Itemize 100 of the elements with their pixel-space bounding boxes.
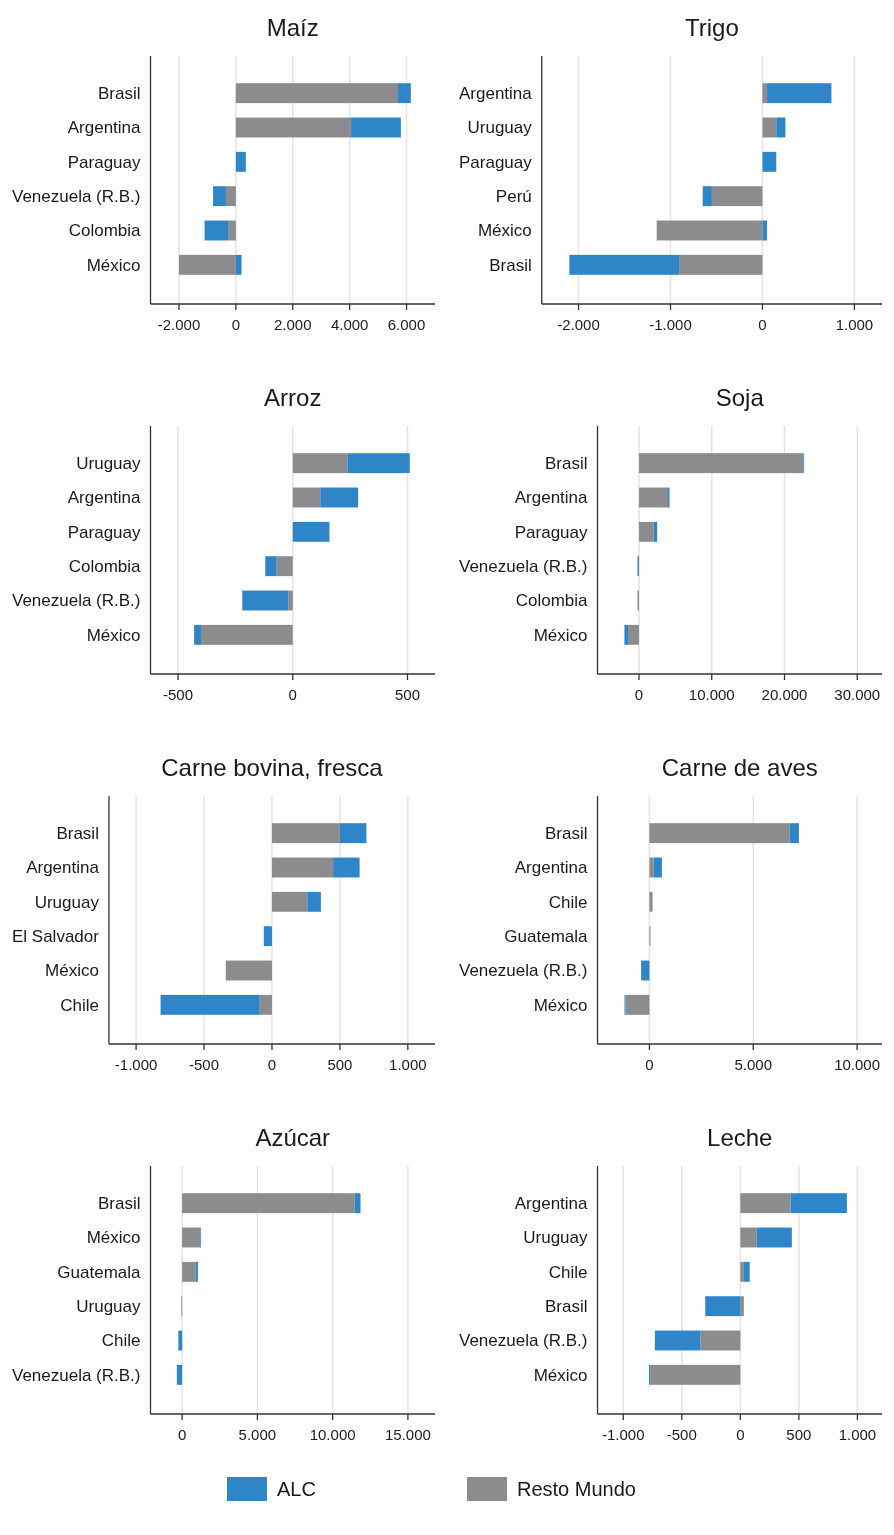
y-tick-label: Uruguay [467,118,533,138]
x-tick-label: 2.000 [273,316,312,333]
y-tick-label: Venezuela (R.B.) [12,187,141,207]
bar [225,186,236,207]
bar [711,186,763,207]
bar [213,186,226,207]
bar [271,823,340,844]
y-tick-label: Brasil [98,84,141,104]
x-tick-label: 0 [231,316,241,333]
x-tick-label: 10.000 [834,1056,881,1073]
legend-label: Resto Mundo [517,1478,636,1500]
y-tick-label: Guatemala [57,1262,142,1282]
x-tick-label: 6.000 [387,316,426,333]
y-tick-label: Paraguay [514,522,588,542]
y-tick-label: Guatemala [504,927,589,947]
chart-title: Trigo [684,14,739,41]
bar [638,521,654,542]
x-tick-label: 500 [327,1056,353,1073]
y-tick-label: Perú [495,187,532,207]
bar [228,220,236,241]
bar [653,857,662,878]
bar [789,823,799,844]
x-tick-label: 1.000 [389,1056,427,1073]
bar [638,487,669,508]
x-tick-label: 5.000 [734,1056,773,1073]
y-tick-label: Uruguay [76,1297,141,1317]
bar [762,83,768,104]
y-tick-label: México [477,221,532,241]
bar [398,83,411,104]
y-tick-label: México [533,1365,588,1385]
bar [762,151,777,172]
y-tick-label: Chile [101,1331,141,1351]
bar [767,83,832,104]
bar [176,1364,183,1385]
x-tick-label: 0 [288,686,297,703]
x-tick-label: 15.000 [384,1426,431,1443]
x-tick-label: 4.000 [330,316,369,333]
x-tick-label: -2.000 [157,316,201,333]
y-tick-label: Venezuela (R.B.) [459,557,588,577]
x-tick-label: 20.000 [761,686,808,703]
bar [354,1193,361,1214]
bar [641,960,650,981]
y-tick-label: Uruguay [34,892,100,912]
x-tick-label: -1.000 [649,316,692,333]
bar [263,926,272,947]
bar [235,254,242,275]
bar [705,1296,741,1317]
x-tick-label: 1.000 [835,316,874,333]
x-tick-label: 0 [267,1056,277,1073]
x-tick-label: 5.000 [238,1426,277,1443]
bar [700,1330,741,1351]
bar [182,1193,355,1214]
y-tick-label: Paraguay [458,152,533,172]
legend-label: ALC [277,1478,316,1500]
y-tick-label: Paraguay [67,152,141,172]
bar [569,254,680,275]
y-tick-label: Colombia [515,591,589,611]
bar [271,857,334,878]
y-tick-label: Argentina [514,488,589,508]
bar [259,994,272,1015]
bar [756,1227,792,1248]
bar [743,1261,750,1282]
bar [182,1261,196,1282]
y-tick-label: Argentina [514,858,589,878]
x-tick-label: 0 [634,686,644,703]
bar [235,117,352,138]
y-tick-label: México [533,995,588,1015]
x-tick-label: 10.000 [309,1426,356,1443]
chart-title: Carne bovina, fresca [161,754,384,781]
bar [194,624,201,645]
bar [762,117,777,138]
y-tick-label: Chile [548,892,588,912]
y-tick-label: Brasil [545,1297,588,1317]
y-tick-label: México [86,255,141,275]
x-tick-label: 0 [758,316,767,333]
x-tick-label: -500 [163,686,194,703]
y-tick-label: Venezuela (R.B.) [459,961,588,981]
bar [307,891,321,912]
chart-title: Leche [707,1124,773,1151]
bar [740,1261,744,1282]
bar [740,1296,744,1317]
bar [292,487,321,508]
y-tick-label: Venezuela (R.B.) [459,1331,588,1351]
bar [225,960,272,981]
y-tick-label: Argentina [67,488,142,508]
y-tick-label: Uruguay [523,1228,588,1248]
x-tick-label: -1.000 [114,1056,158,1073]
bar [347,453,410,474]
bar [656,220,763,241]
bar [650,1364,741,1385]
chart-title: Maíz [266,14,319,41]
bar [235,83,399,104]
bar [235,151,246,172]
y-tick-label: Venezuela (R.B.) [12,591,141,611]
y-tick-label: El Salvador [12,927,100,947]
bar [702,186,712,207]
x-tick-label: 0 [177,1426,187,1443]
bar [649,891,653,912]
x-tick-label: 30.000 [834,686,881,703]
bar [182,1227,201,1248]
